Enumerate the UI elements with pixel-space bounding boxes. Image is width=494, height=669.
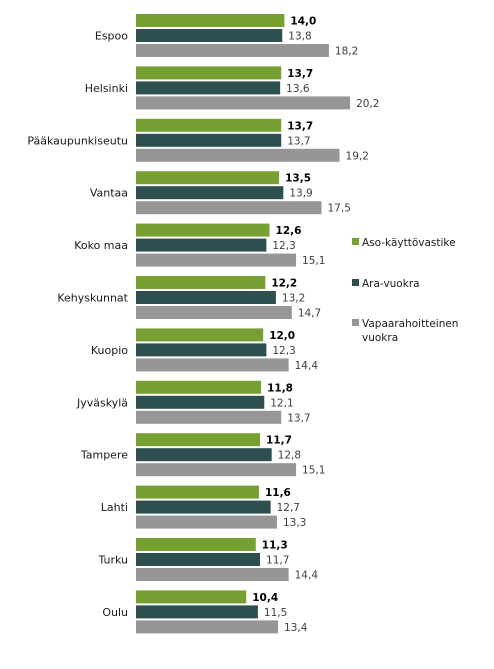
bar-lahti-series-2 [136,515,277,529]
bar-vantaa-series-2 [136,201,322,215]
value-label: 12,8 [278,450,301,462]
category-label: Jyväskylä [76,396,128,409]
bar-tampere-series-1 [136,448,272,462]
legend-label: vuokra [362,332,398,344]
bar-espoo-series-0 [136,14,285,27]
bar-espoo-series-1 [136,29,283,42]
bar-oulu-series-2 [136,620,279,634]
value-label: 13,4 [284,622,308,634]
bar-jyv-skyl--series-1 [136,395,265,409]
bar-kehyskunnat-series-2 [136,306,292,319]
value-label: 15,1 [302,465,325,477]
value-label: 13,7 [287,120,313,132]
value-label: 13,2 [282,293,305,305]
value-label: 13,6 [286,83,310,95]
category-label: Pääkaupunkiseutu [27,134,128,147]
value-label: 12,3 [272,345,295,357]
category-label: Vantaa [90,187,128,200]
bar-helsinki-series-0 [136,66,282,80]
value-label: 13,3 [283,517,306,529]
value-label: 14,0 [290,16,316,28]
value-label: 15,1 [302,255,325,267]
bar-vantaa-series-0 [136,171,280,185]
category-label: Helsinki [85,82,128,95]
bar-helsinki-series-1 [136,81,281,95]
bar-lahti-series-0 [136,485,259,499]
bar-oulu-series-1 [136,605,258,619]
value-label: 11,8 [267,382,293,394]
value-label: 13,7 [287,135,310,147]
category-label: Turku [97,554,128,567]
value-label: 12,6 [276,225,302,237]
bar-tampere-series-2 [136,463,297,477]
category-label: Lahti [101,501,128,514]
bar-oulu-series-0 [136,590,247,604]
bar-kehyskunnat-series-0 [136,276,266,289]
bar-kuopio-series-0 [136,328,264,342]
value-label: 11,7 [266,555,289,567]
bar-kuopio-series-1 [136,343,267,357]
legend-label: Ara-vuokra [362,278,420,290]
category-label: Kehyskunnat [57,292,128,305]
legend-swatch [352,279,359,286]
bar-kuopio-series-2 [136,358,289,372]
bar-espoo-series-2 [136,44,329,57]
bars-group [136,14,351,634]
bar-vantaa-series-1 [136,186,284,200]
value-label: 20,2 [356,98,379,110]
legend-swatch [352,238,359,245]
bar-turku-series-0 [136,538,256,551]
value-label: 12,1 [270,397,293,409]
value-label: 17,5 [328,203,351,215]
legend-label: Vapaarahoitteinen [362,318,458,330]
bar-helsinki-series-2 [136,96,351,110]
value-labels: 14,0 13,8 18,2 13,7 13,6 20,2 13,7 13,7 19,2 13,5… [252,16,379,634]
value-label: 11,6 [265,487,291,499]
value-label: 13,5 [285,173,311,185]
value-label: 19,2 [346,150,369,162]
bar-turku-series-2 [136,568,289,581]
value-label: 14,4 [295,360,319,372]
value-label: 13,9 [289,188,312,200]
value-label: 14,4 [295,570,319,582]
bar-p-kaupunkiseutu-series-0 [136,118,282,132]
value-label: 12,2 [271,278,297,290]
bar-jyv-skyl--series-2 [136,410,282,424]
value-label: 13,7 [287,412,310,424]
value-label: 13,8 [288,31,311,43]
category-labels: Espoo Helsinki Pääkaupunkiseutu Vantaa Koko … [27,30,128,619]
value-label: 11,7 [266,435,292,447]
legend: Aso-käyttövastike Ara-vuokra Vapaarahoitte… [352,237,458,344]
bar-koko-maa-series-2 [136,253,297,267]
value-label: 12,3 [272,240,295,252]
legend-label: Aso-käyttövastike [362,237,456,249]
value-label: 11,3 [262,540,288,552]
value-label: 12,0 [269,330,295,342]
bar-koko-maa-series-0 [136,223,270,237]
legend-swatch [352,319,359,326]
value-label: 14,7 [298,308,321,320]
bar-tampere-series-0 [136,433,261,447]
value-label: 12,7 [277,502,300,514]
bar-koko-maa-series-1 [136,238,267,252]
value-label: 18,2 [335,46,358,58]
bar-p-kaupunkiseutu-series-1 [136,133,282,147]
category-label: Koko maa [74,239,128,252]
category-label: Kuopio [91,344,128,357]
bar-lahti-series-1 [136,500,271,514]
value-label: 13,7 [287,68,313,80]
bar-kehyskunnat-series-1 [136,291,276,304]
category-label: Espoo [95,30,128,43]
value-label: 11,5 [264,607,287,619]
value-label: 10,4 [252,592,278,604]
bar-turku-series-1 [136,553,261,566]
category-label: Oulu [102,606,128,619]
bar-jyv-skyl--series-0 [136,380,262,394]
bar-p-kaupunkiseutu-series-2 [136,148,340,162]
category-label: Tampere [80,449,128,462]
